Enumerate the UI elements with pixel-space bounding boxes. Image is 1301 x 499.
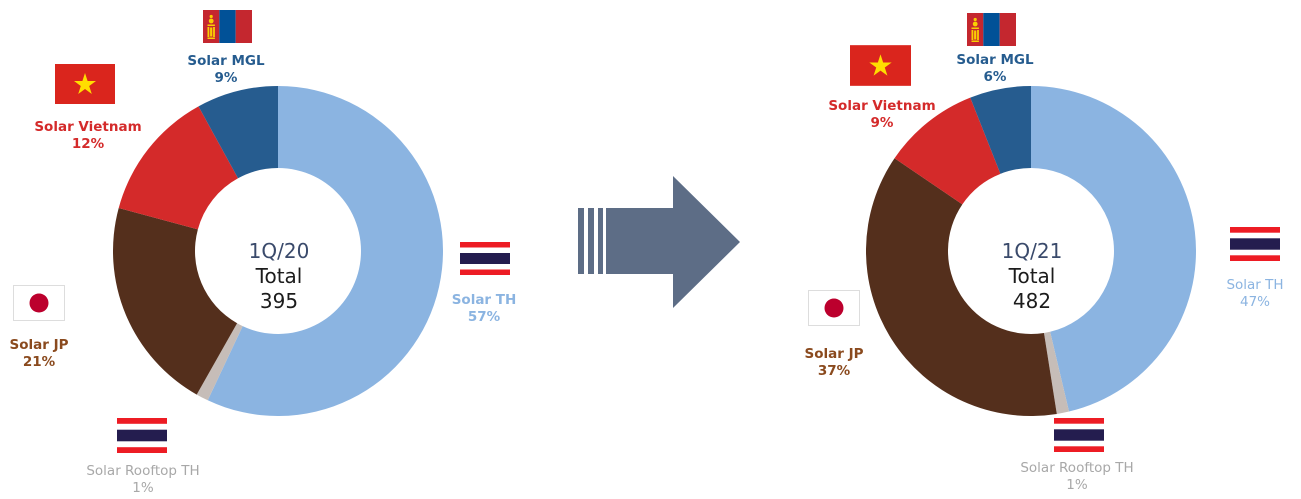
- donut-slice-solar_th: [1031, 86, 1196, 412]
- label-pct: 12%: [71, 136, 105, 152]
- total-label: Total: [1008, 264, 1056, 288]
- label-solar-rooftop-th-1q21: Solar Rooftop TH 1%: [1020, 460, 1133, 494]
- donut-slice-solar_mgl: [198, 86, 278, 179]
- label-pct: 37%: [817, 363, 851, 379]
- label-name: Solar TH: [1226, 277, 1284, 293]
- thailand-flag-icon: [460, 242, 510, 275]
- mongolia-flag-icon: [203, 10, 252, 43]
- label-solar-rooftop-th-1q20: Solar Rooftop TH 1%: [86, 463, 199, 497]
- label-name: Solar Vietnam: [828, 98, 936, 114]
- label-solar-vietnam-1q20: Solar Vietnam 12%: [34, 119, 141, 153]
- label-pct: 57%: [467, 309, 501, 325]
- vietnam-flag-icon: [55, 64, 115, 104]
- right-arrow-icon: [578, 176, 740, 308]
- label-pct: 47%: [1239, 294, 1270, 310]
- label-name: Solar MGL: [956, 52, 1034, 68]
- total-label: Total: [255, 264, 303, 288]
- donut-slice-solar_rooftop_th: [196, 323, 243, 401]
- japan-flag-icon: [808, 290, 860, 326]
- thailand-flag-icon: [1054, 418, 1104, 452]
- donut-slice-solar_jp: [113, 207, 238, 395]
- donut-slice-solar_vietnam: [118, 106, 239, 230]
- donut-center-1q21: 1Q/21 Total 482: [1002, 239, 1063, 314]
- label-pct: 1%: [1066, 477, 1088, 493]
- label-solar-jp-1q21: Solar JP 37%: [804, 346, 863, 380]
- period-label: 1Q/21: [1001, 239, 1063, 263]
- label-name: Solar Rooftop TH: [86, 463, 200, 479]
- label-solar-mgl-1q21: Solar MGL 6%: [956, 52, 1033, 86]
- total-value: 482: [1012, 289, 1052, 313]
- label-solar-th-1q20: Solar TH 57%: [452, 292, 517, 326]
- total-value: 395: [259, 289, 299, 313]
- vietnam-flag-icon: [850, 45, 911, 86]
- label-name: Solar TH: [451, 292, 517, 308]
- label-pct: 9%: [870, 115, 894, 131]
- label-name: Solar Vietnam: [34, 119, 142, 135]
- donut-slice-solar_mgl: [970, 86, 1031, 174]
- donut-chart-1q20: [113, 86, 443, 416]
- label-solar-vietnam-1q21: Solar Vietnam 9%: [828, 98, 935, 132]
- donut-slice-solar_rooftop_th: [1043, 331, 1070, 414]
- japan-flag-icon: [13, 285, 65, 321]
- donut-center-1q20: 1Q/20 Total 395: [249, 239, 310, 314]
- donut-chart-1q21: [866, 86, 1196, 416]
- donut-slice-solar_th: [207, 86, 443, 416]
- label-pct: 6%: [983, 69, 1007, 85]
- label-pct: 9%: [214, 70, 238, 86]
- label-name: Solar JP: [804, 346, 864, 362]
- label-solar-th-1q21: Solar TH 47%: [1226, 277, 1283, 311]
- thailand-flag-icon: [1230, 227, 1280, 261]
- label-solar-mgl-1q20: Solar MGL 9%: [187, 53, 264, 87]
- thailand-flag-icon: [117, 418, 167, 453]
- donut-slice-solar_vietnam: [894, 97, 1001, 205]
- label-pct: 1%: [132, 480, 154, 496]
- label-solar-jp-1q20: Solar JP 21%: [9, 337, 68, 371]
- label-name: Solar Rooftop TH: [1020, 460, 1134, 476]
- mongolia-flag-icon: [967, 13, 1016, 46]
- label-pct: 21%: [22, 354, 56, 370]
- donut-slice-solar_jp: [866, 158, 1057, 416]
- label-name: Solar MGL: [187, 53, 265, 69]
- label-name: Solar JP: [9, 337, 69, 353]
- period-label: 1Q/20: [248, 239, 310, 263]
